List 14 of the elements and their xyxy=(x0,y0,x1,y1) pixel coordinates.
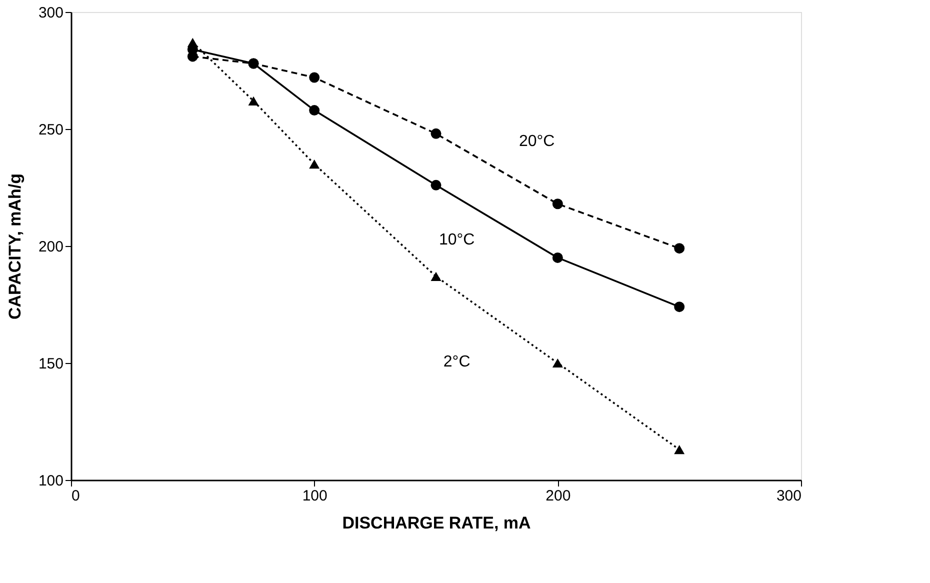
x-tick-label: 300 xyxy=(776,488,802,504)
series-label: 10°C xyxy=(438,231,475,248)
x-tick-label: 200 xyxy=(546,488,571,504)
x-axis-title: DISCHARGE RATE, mA xyxy=(342,514,531,532)
y-tick-label: 200 xyxy=(38,238,64,256)
y-tick-label: 300 xyxy=(38,4,64,22)
series-label: 20°C xyxy=(518,132,555,150)
x-tick-label: 0 xyxy=(72,488,80,504)
y-axis-title: CAPACITY, mAh/g xyxy=(5,173,24,320)
y-tick-label: 250 xyxy=(38,122,64,138)
y-tick-label: 150 xyxy=(38,356,64,372)
y-tick-label: 100 xyxy=(38,472,64,490)
text: 2°C xyxy=(443,354,470,371)
x-tick-label: 100 xyxy=(302,488,328,504)
